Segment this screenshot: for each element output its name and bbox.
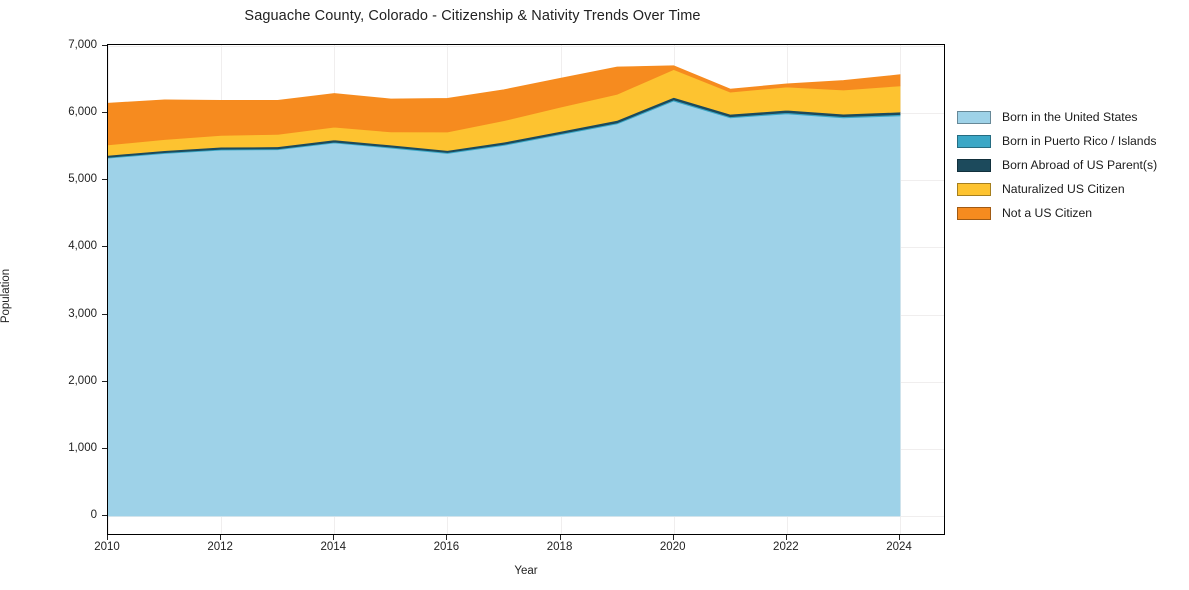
y-axis-tick-mark	[102, 313, 107, 315]
y-axis-tick-mark	[102, 45, 107, 46]
y-axis-tick-label: 2,000	[68, 374, 97, 387]
legend-swatch	[957, 110, 991, 124]
legend-swatch	[957, 158, 991, 172]
legend-label: Naturalized US Citizen	[1002, 182, 1125, 196]
plot-inner	[108, 45, 944, 534]
y-axis-tick-mark	[102, 112, 107, 114]
legend-swatch	[957, 134, 991, 148]
x-axis-tick-mark	[333, 535, 335, 540]
x-axis-tick-label: 2014	[320, 541, 347, 553]
y-axis-title: Population	[0, 268, 13, 324]
area-series	[108, 100, 901, 517]
y-axis-tick-mark	[102, 246, 107, 248]
y-axis-tick-label: 1,000	[68, 441, 97, 454]
y-axis-tick-label: 6,000	[68, 106, 97, 119]
legend-label: Born in Puerto Rico / Islands	[1002, 134, 1157, 148]
x-axis-tick-mark	[899, 535, 900, 540]
y-axis-tick-mark	[102, 447, 107, 449]
gridline-horizontal	[108, 46, 944, 47]
y-axis-tick-mark	[102, 380, 107, 382]
x-axis-tick-mark	[785, 535, 787, 540]
chart-legend: Born in the United States Born in Puerto …	[957, 105, 1187, 225]
legend-label: Born Abroad of US Parent(s)	[1002, 158, 1158, 172]
y-axis-tick-label: 0	[90, 509, 97, 521]
x-axis-title: Year	[514, 565, 538, 577]
stacked-area-series	[108, 65, 901, 517]
y-axis-tick-label: 3,000	[68, 307, 97, 320]
x-axis-tick-mark	[559, 535, 561, 540]
legend-item[interactable]: Not a US Citizen	[957, 201, 1187, 225]
legend-item[interactable]: Born Abroad of US Parent(s)	[957, 153, 1187, 177]
gridline-horizontal	[108, 516, 944, 517]
y-axis-tick-label: 4,000	[68, 240, 97, 253]
legend-item[interactable]: Born in the United States	[957, 105, 1187, 129]
x-axis-tick-label: 2010	[94, 541, 120, 553]
y-axis-tick-mark	[102, 515, 107, 516]
x-axis-tick-label: 2012	[207, 541, 233, 553]
x-axis-tick-mark	[220, 535, 222, 540]
x-axis-tick-mark	[446, 535, 448, 540]
legend-item[interactable]: Born in Puerto Rico / Islands	[957, 129, 1187, 153]
y-axis-tick-mark	[102, 179, 107, 181]
gridline-vertical	[900, 45, 901, 534]
y-axis-tick-label: 5,000	[68, 173, 97, 186]
y-axis-tick-label: 7,000	[68, 39, 97, 51]
x-axis-tick-label: 2020	[659, 541, 686, 553]
legend-item[interactable]: Naturalized US Citizen	[957, 177, 1187, 201]
x-axis-tick-label: 2016	[433, 541, 460, 553]
x-axis-tick-label: 2022	[773, 541, 799, 553]
legend-swatch	[957, 206, 991, 220]
x-axis-tick-mark	[672, 535, 674, 540]
chart-title: Saguache County, Colorado - Citizenship …	[244, 8, 701, 24]
x-axis-tick-label: 2024	[886, 541, 912, 553]
area-series	[108, 65, 901, 146]
x-axis-tick-mark	[107, 535, 108, 540]
legend-label: Born in the United States	[1002, 110, 1138, 124]
plot-area	[107, 44, 945, 535]
legend-label: Not a US Citizen	[1002, 206, 1093, 220]
x-axis-tick-label: 2018	[546, 541, 573, 553]
legend-swatch	[957, 182, 991, 196]
